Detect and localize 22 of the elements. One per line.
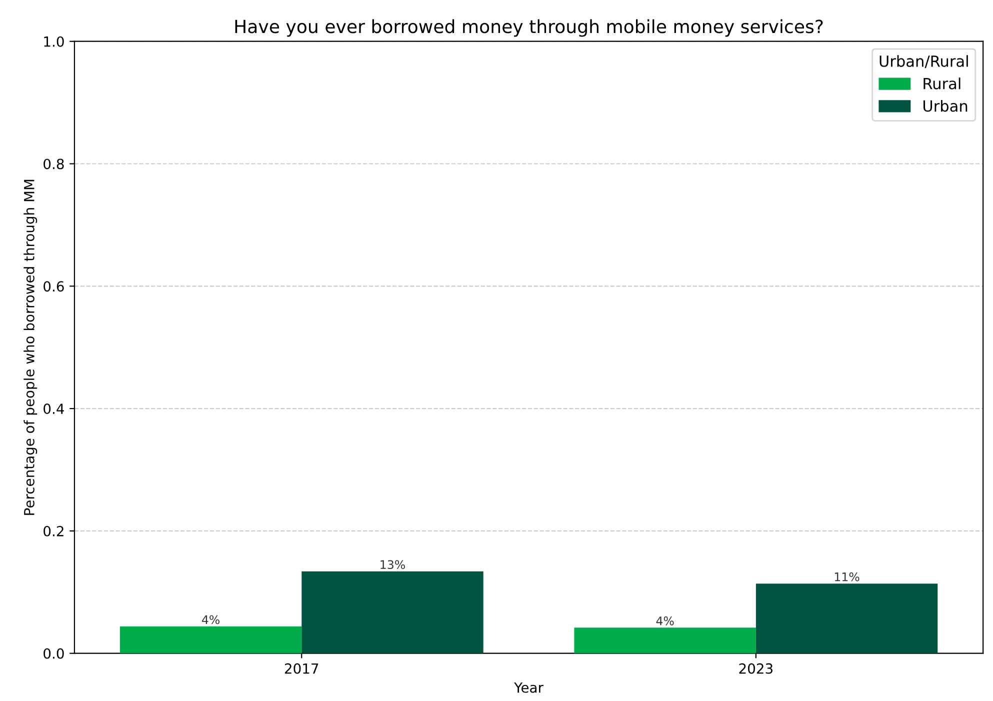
data-label: 4% — [656, 616, 674, 626]
data-label: 4% — [202, 615, 220, 624]
bar — [756, 584, 938, 654]
chart-title: Have you ever borrowed money through mobile money services? — [235, 19, 823, 37]
y-tick-label: 0.8 — [44, 158, 64, 170]
y-tick-label: 0.4 — [44, 404, 64, 414]
x-tick-label: 2023 — [739, 663, 772, 674]
legend-label: Rural — [924, 78, 960, 90]
y-axis-title: Percentage of people who borrowed through MM — [24, 180, 38, 515]
y-tick-label: 0.0 — [44, 648, 64, 659]
legend-title: Urban/Rural — [880, 55, 968, 68]
y-tick-label: 1.0 — [44, 36, 64, 47]
legend-label: Urban — [924, 100, 968, 112]
bar — [120, 626, 302, 654]
y-tick-label: 0.6 — [44, 281, 64, 292]
x-tick-label: 2017 — [284, 663, 318, 674]
y-tick-label: 0.2 — [44, 526, 64, 536]
bar — [574, 628, 756, 654]
bar — [302, 571, 484, 654]
data-label: 11% — [834, 572, 860, 582]
x-axis-title: Year — [514, 682, 544, 693]
data-label: 13% — [380, 560, 405, 570]
